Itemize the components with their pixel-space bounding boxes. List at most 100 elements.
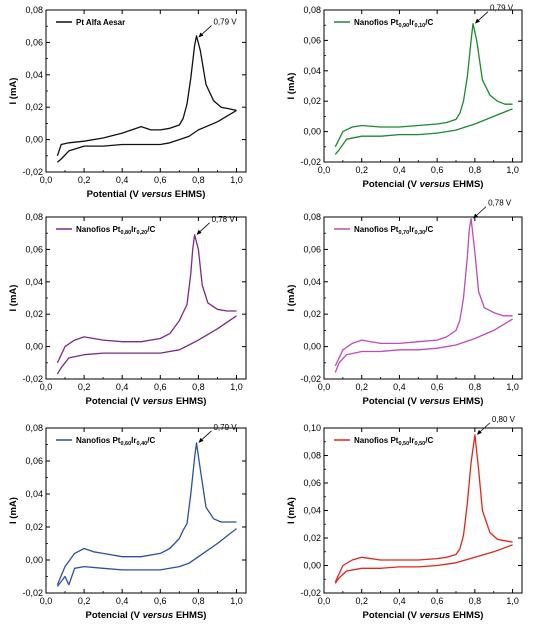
y-tick-label: 0,08 (25, 423, 43, 433)
x-tick-label: 0,0 (40, 596, 53, 606)
legend-label: Nanofios Pt0,80Ir0,20/C (76, 225, 155, 236)
x-axis-label-part: EHMS) (173, 610, 206, 621)
legend-label-part: /C (147, 436, 155, 445)
chart-panel-6: 0,0 0,2 0,4 0,6 0,8 1,0 -0,02 0,00 0,02 0,04 0,06 0… (286, 415, 523, 621)
legend-label-part: Nanofios Pt (354, 18, 399, 27)
x-tick-label: 0,4 (116, 175, 129, 185)
series-line-anodic (334, 434, 513, 583)
y-tick-label: 0,04 (303, 506, 321, 516)
x-axis-label: Potencial (V versus EHMS) (363, 179, 484, 190)
legend-label-part: Ir (409, 436, 414, 445)
x-tick-label: 1,0 (506, 165, 519, 175)
x-axis-label-part: Potencial (V (363, 396, 420, 407)
x-tick-label: 0,6 (154, 382, 167, 392)
x-tick-label: 0,8 (192, 382, 205, 392)
x-tick-label: 1,0 (230, 596, 243, 606)
x-tick-label: 0,0 (318, 382, 331, 392)
y-tick-label: 0,06 (25, 456, 43, 466)
y-tick-label: 0,08 (303, 212, 321, 222)
series-line-cathodic (334, 108, 513, 155)
plot-frame (323, 427, 523, 594)
y-tick-label: 0,06 (25, 37, 43, 47)
series-line-anodic (56, 442, 237, 586)
series-line-anodic (334, 217, 513, 367)
y-tick-label: 0,02 (25, 102, 43, 112)
annotation-arrowhead (196, 229, 202, 235)
x-tick-label: 0,4 (116, 596, 129, 606)
y-tick-label: 0,04 (303, 277, 321, 287)
chart-panel-4: 0,0 0,2 0,4 0,6 0,8 1,0 -0,02 0,00 0,02 0,04 0,06 0… (286, 199, 523, 407)
y-tick-label: 0,02 (303, 96, 321, 106)
x-tick-label: 0,0 (40, 382, 53, 392)
legend-label-part: 0,10 (415, 23, 426, 29)
x-tick-label: 0,8 (469, 596, 482, 606)
y-axis-label: I (mA) (8, 285, 19, 312)
x-axis-label-part: versus (420, 396, 451, 407)
series-line-cathodic (56, 528, 237, 587)
legend-label-part: 0,20 (137, 230, 148, 236)
y-tick-label: -0,02 (22, 167, 43, 177)
y-tick-label: 0,04 (25, 70, 43, 80)
series-line-cathodic (56, 315, 237, 375)
y-tick-label: 0,02 (303, 533, 321, 543)
x-tick-label: 1,0 (506, 382, 519, 392)
x-tick-label: 0,2 (78, 596, 91, 606)
y-tick-label: 0,04 (25, 277, 43, 287)
plot-frame (323, 216, 523, 380)
plot-frame (45, 216, 247, 380)
x-axis-label-part: Potential (V (87, 189, 142, 200)
legend-label-part: /C (425, 436, 433, 445)
plot-frame (45, 9, 247, 173)
annotation-arrowhead (198, 437, 204, 443)
series-line-cathodic (56, 109, 237, 163)
x-axis-label-part: Potencial (V (86, 610, 143, 621)
x-axis-label: Potential (V versus EHMS) (87, 189, 206, 200)
legend-label-part: 0,50 (398, 441, 409, 447)
y-tick-label: 0,06 (303, 35, 321, 45)
x-tick-label: 1,0 (230, 175, 243, 185)
peak-annotation: 0,78 V (212, 215, 236, 224)
x-tick-label: 1,0 (506, 596, 519, 606)
x-axis-label-part: EHMS) (450, 610, 483, 621)
y-axis-label: I (mA) (8, 78, 19, 105)
x-tick-label: 0,0 (318, 596, 331, 606)
x-axis-label-part: versus (420, 179, 451, 190)
x-tick-label: 0,2 (78, 175, 91, 185)
legend-label-part: /C (425, 18, 433, 27)
y-tick-label: 0,06 (303, 478, 321, 488)
series-line-anodic (334, 23, 513, 148)
x-tick-label: 0,8 (192, 596, 205, 606)
x-tick-label: 0,4 (393, 165, 406, 175)
x-tick-label: 0,0 (318, 165, 331, 175)
y-axis-label: I (mA) (286, 285, 297, 312)
x-tick-label: 0,6 (154, 596, 167, 606)
y-tick-label: 0,00 (25, 555, 43, 565)
x-axis-label-part: Potencial (V (363, 179, 420, 190)
legend-label-part: Nanofios Pt (76, 436, 121, 445)
legend-label-part: 0,30 (415, 230, 426, 236)
x-axis-label-part: versus (142, 189, 173, 200)
y-tick-label: -0,02 (300, 374, 321, 384)
y-tick-label: 0,04 (25, 489, 43, 499)
y-tick-label: -0,02 (22, 588, 43, 598)
x-tick-label: 0,8 (192, 175, 205, 185)
series-line-cathodic (334, 544, 513, 584)
peak-annotation: 0,80 V (492, 415, 516, 424)
x-tick-label: 0,0 (40, 175, 53, 185)
x-axis-label-part: EHMS) (173, 396, 206, 407)
legend-label-part: 0,60 (120, 441, 131, 447)
y-tick-label: 0,06 (25, 244, 43, 254)
y-tick-label: 0,04 (303, 66, 321, 76)
x-tick-label: 0,6 (431, 382, 444, 392)
legend-label-part: Ir (409, 18, 414, 27)
legend-label-part: Nanofios Pt (354, 225, 399, 234)
y-tick-label: 0,00 (25, 135, 43, 145)
legend-label-part: 0,40 (137, 441, 148, 447)
legend-label-part: Ir (409, 225, 414, 234)
y-tick-label: 0,02 (25, 522, 43, 532)
legend-label-part: 0,50 (415, 441, 426, 447)
legend-label-part: Pt Alfa Aesar (76, 18, 125, 27)
x-axis-label-part: EHMS) (450, 396, 483, 407)
x-axis-label-part: versus (420, 610, 451, 621)
y-tick-label: 0,08 (303, 5, 321, 15)
